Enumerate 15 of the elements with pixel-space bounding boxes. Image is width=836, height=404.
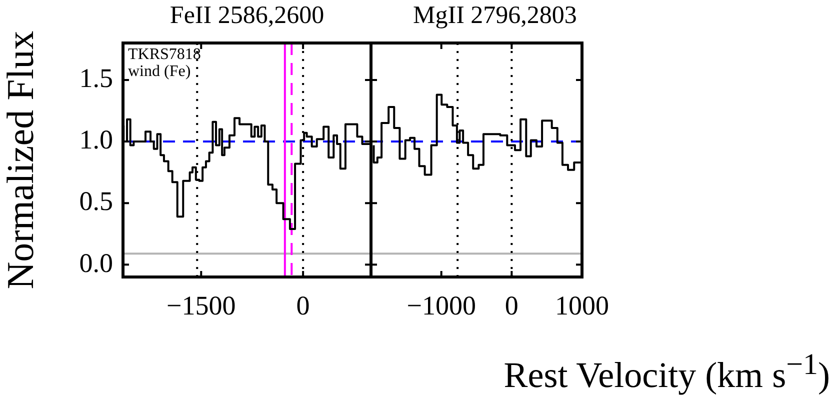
y-axis-title: Normalized Flux [0,30,42,290]
x-tick-label: −1500 [166,290,236,320]
annotation: wind (Fe) [128,63,191,80]
x-tick-label: −1000 [406,290,476,320]
chart-title: MgII 2796,2803 [413,2,577,30]
y-tick-label: 0.0 [79,248,113,278]
x-tick-label: 0 [504,290,518,320]
x-axis-title: Rest Velocity (km s$^{−1}$) [504,348,830,396]
annotation: TKRS7818 [128,46,201,64]
x-tick-label: 1000 [555,290,609,320]
y-tick-label: 1.0 [79,124,113,155]
chart-title: FeII 2586,2600 [170,2,324,30]
y-tick-label: 0.5 [79,186,113,216]
x-tick-label: 0 [296,290,310,320]
y-tick-label: 1.5 [79,63,113,94]
